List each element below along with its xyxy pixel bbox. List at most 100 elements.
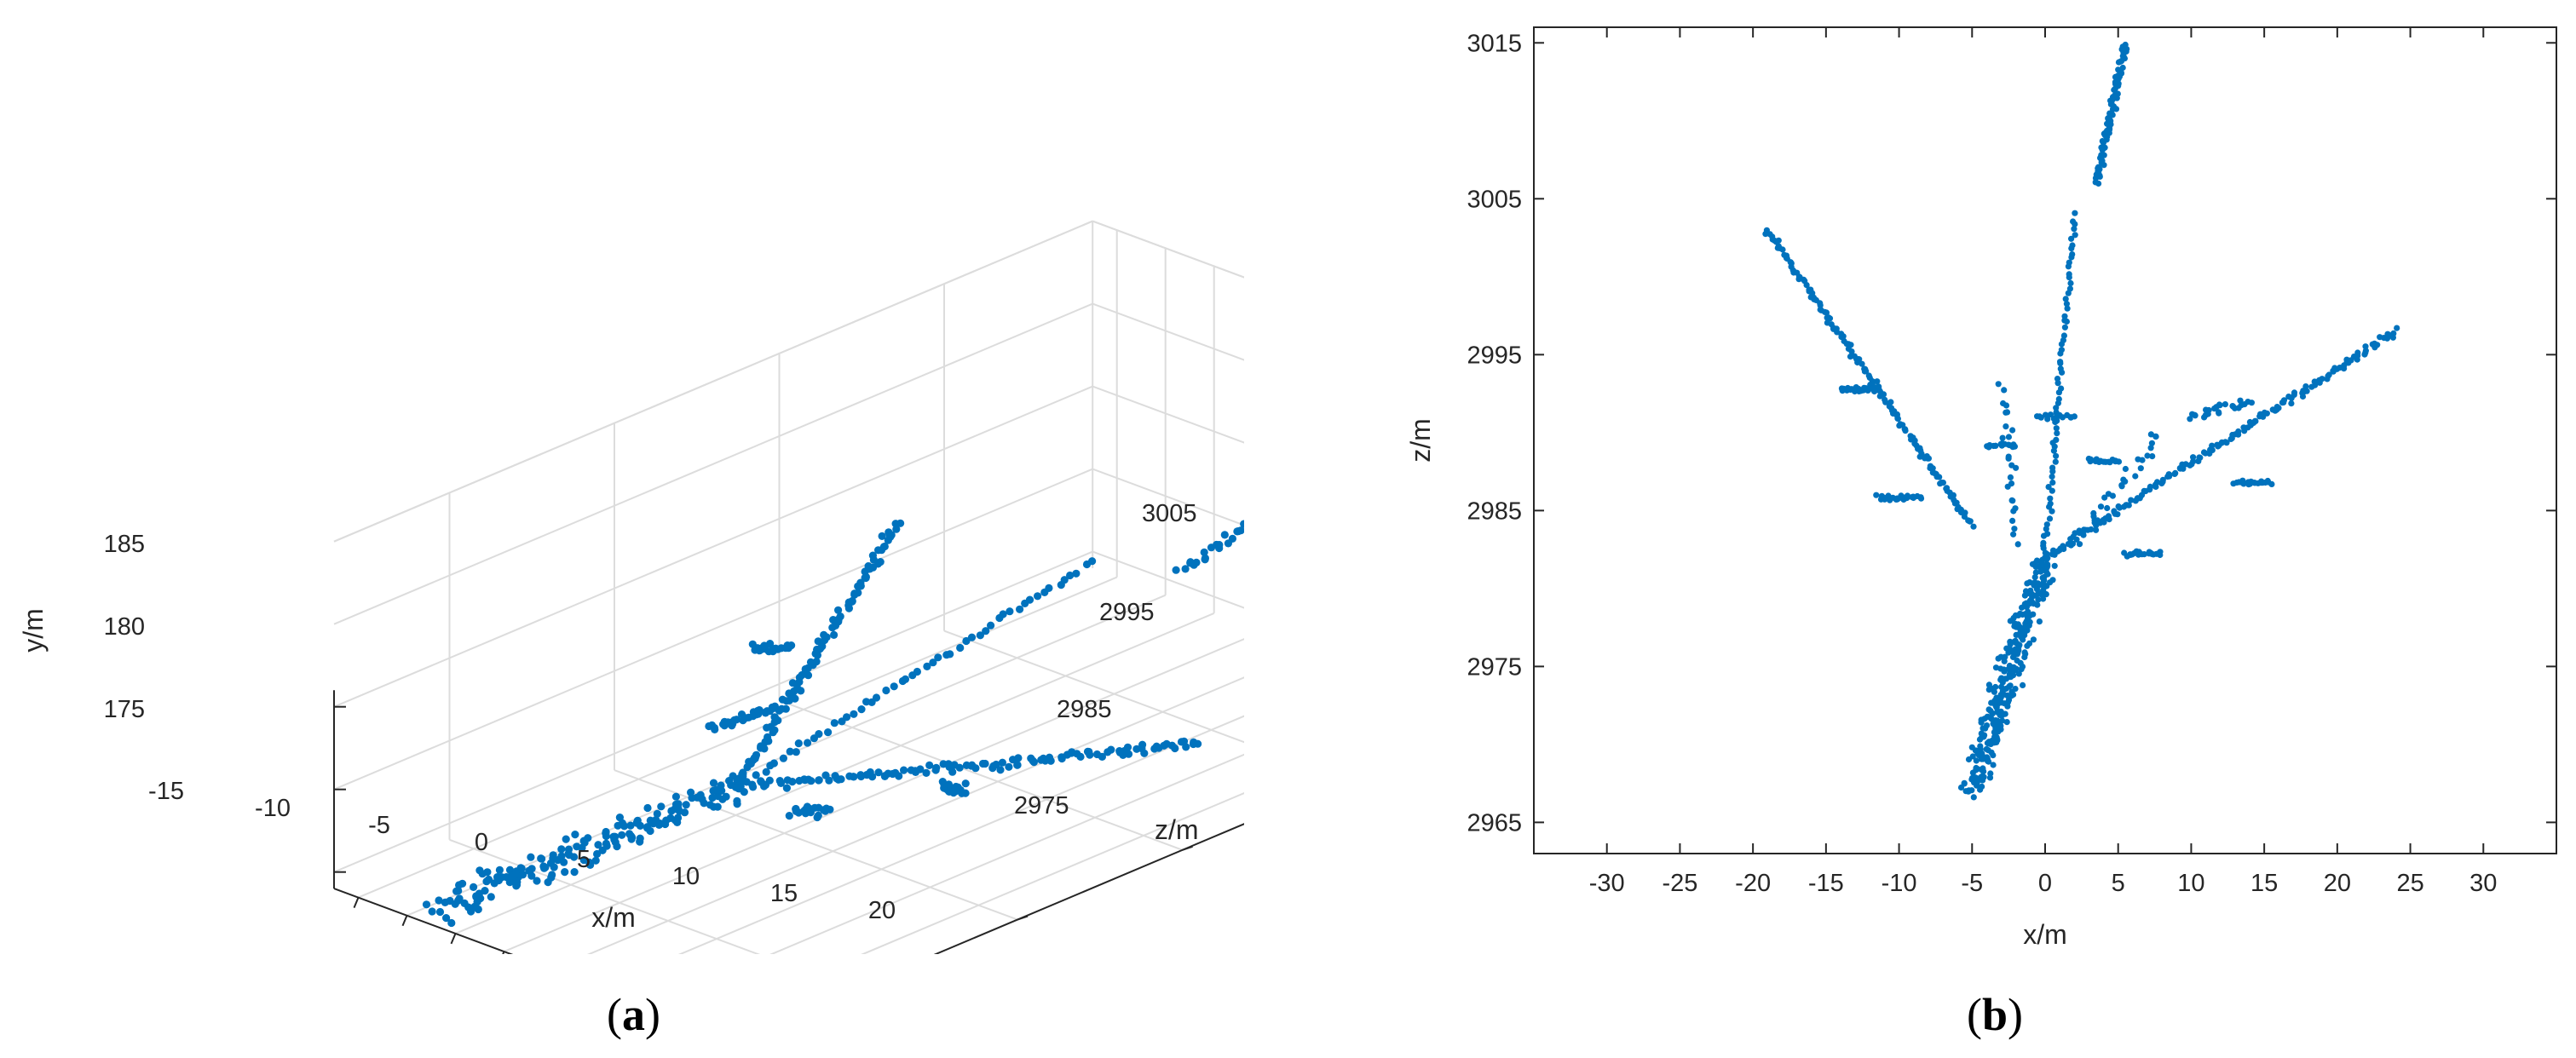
chart-b-point [2008,480,2015,487]
chart-a-point [560,858,568,866]
chart-a-point [737,710,746,719]
chart-a-point [1057,753,1066,762]
chart-a-point [1027,754,1035,762]
chart-b-point [2070,218,2077,225]
chart-b-point [1795,276,1802,283]
chart-b-point [1961,513,1968,520]
chart-a-point [661,819,670,829]
chart-b-point [2216,402,2223,409]
chart-b-point [2001,387,2008,394]
chart-b-point [2053,436,2060,444]
chart-b-point [2191,411,2199,418]
chart-a-ztick: 2975 [1014,792,1069,819]
chart-b-point [2043,550,2050,558]
chart-a-point [657,802,666,811]
chart-b-point [2157,549,2164,555]
chart-b-point [2159,476,2166,484]
chart-b-xtick-label: -10 [1882,870,1917,897]
chart-b-point [2068,235,2075,242]
chart-b-point [2022,651,2029,658]
chart-a-point [682,801,690,809]
chart-a-ylabel: y/m [18,608,49,653]
chart-b-point [2060,543,2067,550]
chart-a-point [549,851,557,860]
chart-a-point [861,573,869,582]
chart-a-point [880,772,890,780]
chart-a-point [785,812,793,820]
chart-b-point [2115,458,2123,465]
chart-a-zlabel: z/m [1155,814,1199,845]
chart-a-point [633,816,642,825]
chart-b-xlabel: x/m [2023,919,2067,950]
chart-b-ytick-label: 2965 [1467,809,1522,837]
chart-a-point [727,780,735,790]
chart-b-point [2066,285,2073,292]
chart-a-ztick-mark [1017,915,1029,921]
chart-a-point [813,813,821,822]
chart-a-point [472,892,481,900]
chart-b-ytick-label: 2985 [1467,497,1522,525]
chart-a-ytick: 180 [104,613,145,641]
chart-b-point [2066,271,2072,278]
chart-b-point [2076,527,2083,534]
chart-b-point [2008,497,2015,504]
chart-b-point [2018,634,2025,641]
chart-a-gridline [769,753,1244,954]
chart-b-point [2026,601,2033,607]
chart-a-point [752,771,760,779]
chart-b-point [2069,540,2077,547]
chart-a-point [795,776,804,785]
chart-b-point [2043,555,2050,562]
chart-a-point [527,853,535,861]
chart-a-gridline [677,715,1244,954]
chart-b-point [2054,376,2061,382]
chart-a-gridline [333,468,1093,791]
chart-a-xtick-mark [353,897,360,908]
chart-b-point [2144,452,2151,459]
chart-b-point [1916,453,1923,460]
chart-a-gridline [504,638,1244,953]
chart-a-point [792,805,800,814]
chart-b-point [1992,703,1999,710]
chart-a-xtick: -15 [148,778,184,805]
chart-b-point [2065,541,2072,548]
chart-b-point [1990,752,1997,759]
chart-a-point [861,567,869,576]
chart-b-point [1973,767,1980,773]
chart-a-point [447,918,456,928]
chart-b-point [2190,454,2197,461]
chart-b-point [2097,503,2105,510]
chart-a-point [743,762,752,772]
chart-a-xtick: 5 [577,846,591,873]
chart-b-point [2044,416,2051,423]
chart-a-point [709,779,718,787]
chart-a-point [813,651,822,659]
chart-a-gridline [1092,550,1244,609]
chart-b-point [2316,377,2323,383]
chart-a-point [749,783,758,791]
chart-a-point [533,877,541,885]
chart-a-point [942,651,951,659]
chart-a-point [998,758,1006,767]
chart-a-point [1072,569,1081,578]
chart-b-point [1936,474,1943,480]
chart-a-point [779,754,788,762]
chart-a-point [564,845,573,854]
chart-a-point [821,771,830,779]
chart-b-point [2010,531,2017,538]
chart-b-xtick-label: 0 [2038,870,2052,897]
chart-b-point [1939,480,1946,486]
chart-b-point [2071,226,2078,233]
chart-a-point [482,877,491,886]
chart-b-point [2022,588,2030,595]
chart-b-point [2066,259,2072,266]
chart-b-point [2006,671,2013,678]
chart-b-points [1762,41,2400,801]
chart-b-point [2011,443,2018,450]
chart-a-point [1037,756,1046,764]
chart-b-point [1859,360,1865,367]
chart-b-point [2240,480,2247,487]
chart-a-point [810,734,819,743]
chart-b-point [1961,779,1968,786]
chart-a-point [908,671,917,680]
